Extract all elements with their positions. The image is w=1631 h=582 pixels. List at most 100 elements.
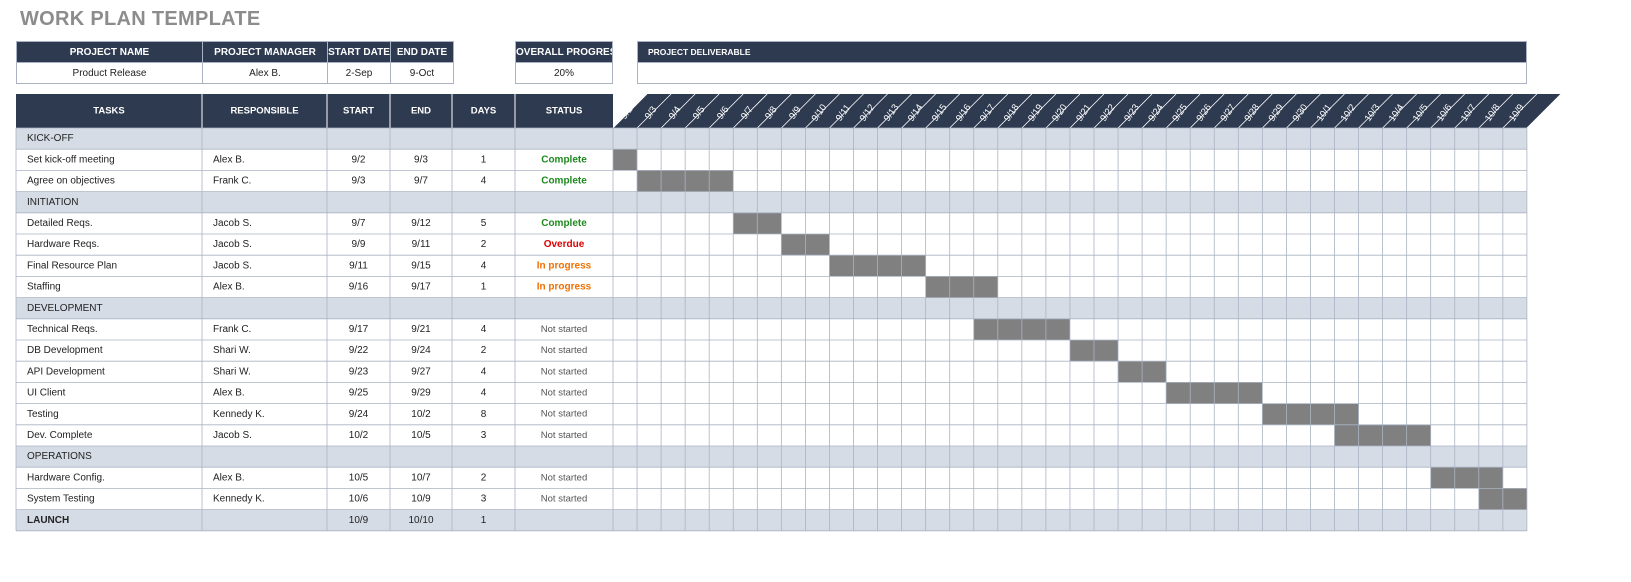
date-separator: [1117, 93, 1153, 129]
date-separator: [1238, 93, 1273, 129]
gantt-bar-cell: [1406, 424, 1431, 446]
project-deliverable-value[interactable]: [637, 62, 1527, 84]
date-separator: [1093, 93, 1129, 129]
date-separator: [901, 93, 936, 129]
gantt-bar-cell: [925, 276, 950, 298]
date-separator: [949, 93, 984, 129]
task-start: 9/7: [352, 218, 366, 229]
date-separator: [732, 93, 768, 129]
overall-progress-value[interactable]: 20%: [515, 62, 613, 84]
phase-row[interactable]: [16, 191, 1527, 213]
task-row[interactable]: [16, 234, 1527, 256]
date-separator: [684, 93, 720, 129]
task-end: 9/7: [414, 176, 428, 187]
phase-row[interactable]: [16, 446, 1527, 468]
phase-row[interactable]: [16, 297, 1527, 319]
task-row[interactable]: [16, 318, 1527, 340]
date-separator: [1478, 93, 1514, 129]
date-separator: [1021, 93, 1057, 129]
gantt-bar-cell: [637, 170, 662, 192]
gantt-bar-cell: [781, 234, 806, 256]
task-row[interactable]: [16, 170, 1527, 192]
gantt-bar-cell: [685, 170, 710, 192]
task-name: Detailed Reqs.: [27, 218, 93, 229]
gantt-bar-cell: [1430, 467, 1455, 489]
gantt-bar-cell: [1358, 424, 1383, 446]
date-separator: [925, 93, 960, 129]
end-date-value[interactable]: 9-Oct: [390, 62, 454, 84]
date-separator: [1334, 93, 1369, 129]
status-badge: Complete: [541, 176, 587, 187]
task-name: Dev. Complete: [27, 430, 93, 441]
launch-row[interactable]: [16, 509, 1527, 531]
phase-row[interactable]: [16, 128, 1527, 150]
task-row[interactable]: [16, 382, 1527, 404]
task-days: 5: [481, 218, 487, 229]
date-separator: [1502, 93, 1538, 129]
project-name-header: PROJECT NAME: [16, 41, 203, 63]
task-days: 4: [481, 324, 487, 335]
date-separator: [1213, 93, 1249, 129]
gantt-bar-cell: [1310, 403, 1335, 425]
gantt-bar-cell: [877, 255, 902, 277]
gantt-bar-cell: [805, 234, 830, 256]
task-responsible: Alex B.: [213, 472, 245, 483]
date-separator: [636, 93, 672, 129]
column-header-tasks: TASKS: [93, 106, 125, 117]
task-row[interactable]: [16, 276, 1527, 298]
project-name-value[interactable]: Product Release: [16, 62, 203, 84]
task-responsible: Alex B.: [213, 282, 245, 293]
status-badge: Not started: [541, 494, 587, 505]
task-start: 9/23: [349, 366, 369, 377]
date-separator: [805, 93, 840, 129]
task-start: 10/2: [349, 430, 369, 441]
task-start: 9/2: [352, 154, 366, 165]
task-row[interactable]: [16, 488, 1527, 510]
task-end: 9/12: [411, 218, 431, 229]
task-days: 1: [481, 154, 487, 165]
date-separator: [660, 93, 696, 129]
page-title: WORK PLAN TEMPLATE: [20, 8, 261, 30]
date-separator: [1286, 93, 1321, 129]
task-responsible: Jacob S.: [213, 430, 252, 441]
task-row[interactable]: [16, 424, 1527, 446]
task-row[interactable]: [16, 467, 1527, 489]
project-info-table: PROJECT NAME PROJECT MANAGER START DATE …: [16, 41, 454, 84]
overall-progress-header: OVERALL PROGRESS: [515, 41, 613, 63]
status-badge: Not started: [541, 430, 587, 441]
gantt-bar-cell: [1262, 403, 1287, 425]
date-separator: [853, 93, 888, 129]
gantt-bar-cell: [1502, 488, 1527, 510]
gantt-bar-cell: [1166, 382, 1191, 404]
task-name: LAUNCH: [27, 515, 69, 526]
project-manager-value[interactable]: Alex B.: [202, 62, 328, 84]
task-row[interactable]: [16, 403, 1527, 425]
date-separator: [1526, 93, 1562, 129]
task-responsible: Frank C.: [213, 176, 251, 187]
task-row[interactable]: [16, 255, 1527, 277]
task-name: Set kick-off meeting: [27, 154, 115, 165]
status-badge: In progress: [537, 282, 592, 293]
task-days: 1: [481, 515, 487, 526]
gantt-bar-cell: [1238, 382, 1263, 404]
task-end: 10/7: [411, 472, 431, 483]
phase-label: INITIATION: [27, 197, 78, 208]
date-separator: [1406, 93, 1441, 129]
gantt-bar-cell: [1214, 382, 1239, 404]
task-end: 9/24: [411, 345, 431, 356]
date-separator: [1430, 93, 1465, 129]
task-row[interactable]: [16, 149, 1527, 171]
gantt-bar-cell: [661, 170, 686, 192]
task-row[interactable]: [16, 340, 1527, 362]
task-name: System Testing: [27, 494, 95, 505]
gantt-bar-cell: [997, 318, 1022, 340]
task-days: 3: [481, 494, 487, 505]
project-deliverable-label: PROJECT DELIVERABLE: [648, 47, 751, 57]
project-manager-header: PROJECT MANAGER: [202, 41, 328, 63]
task-responsible: Jacob S.: [213, 218, 252, 229]
date-separator: [1382, 93, 1417, 129]
gantt-bar-cell: [1069, 340, 1094, 362]
gantt-bar-cell: [613, 149, 638, 171]
status-badge: Not started: [541, 324, 587, 335]
status-badge: Complete: [541, 154, 587, 165]
